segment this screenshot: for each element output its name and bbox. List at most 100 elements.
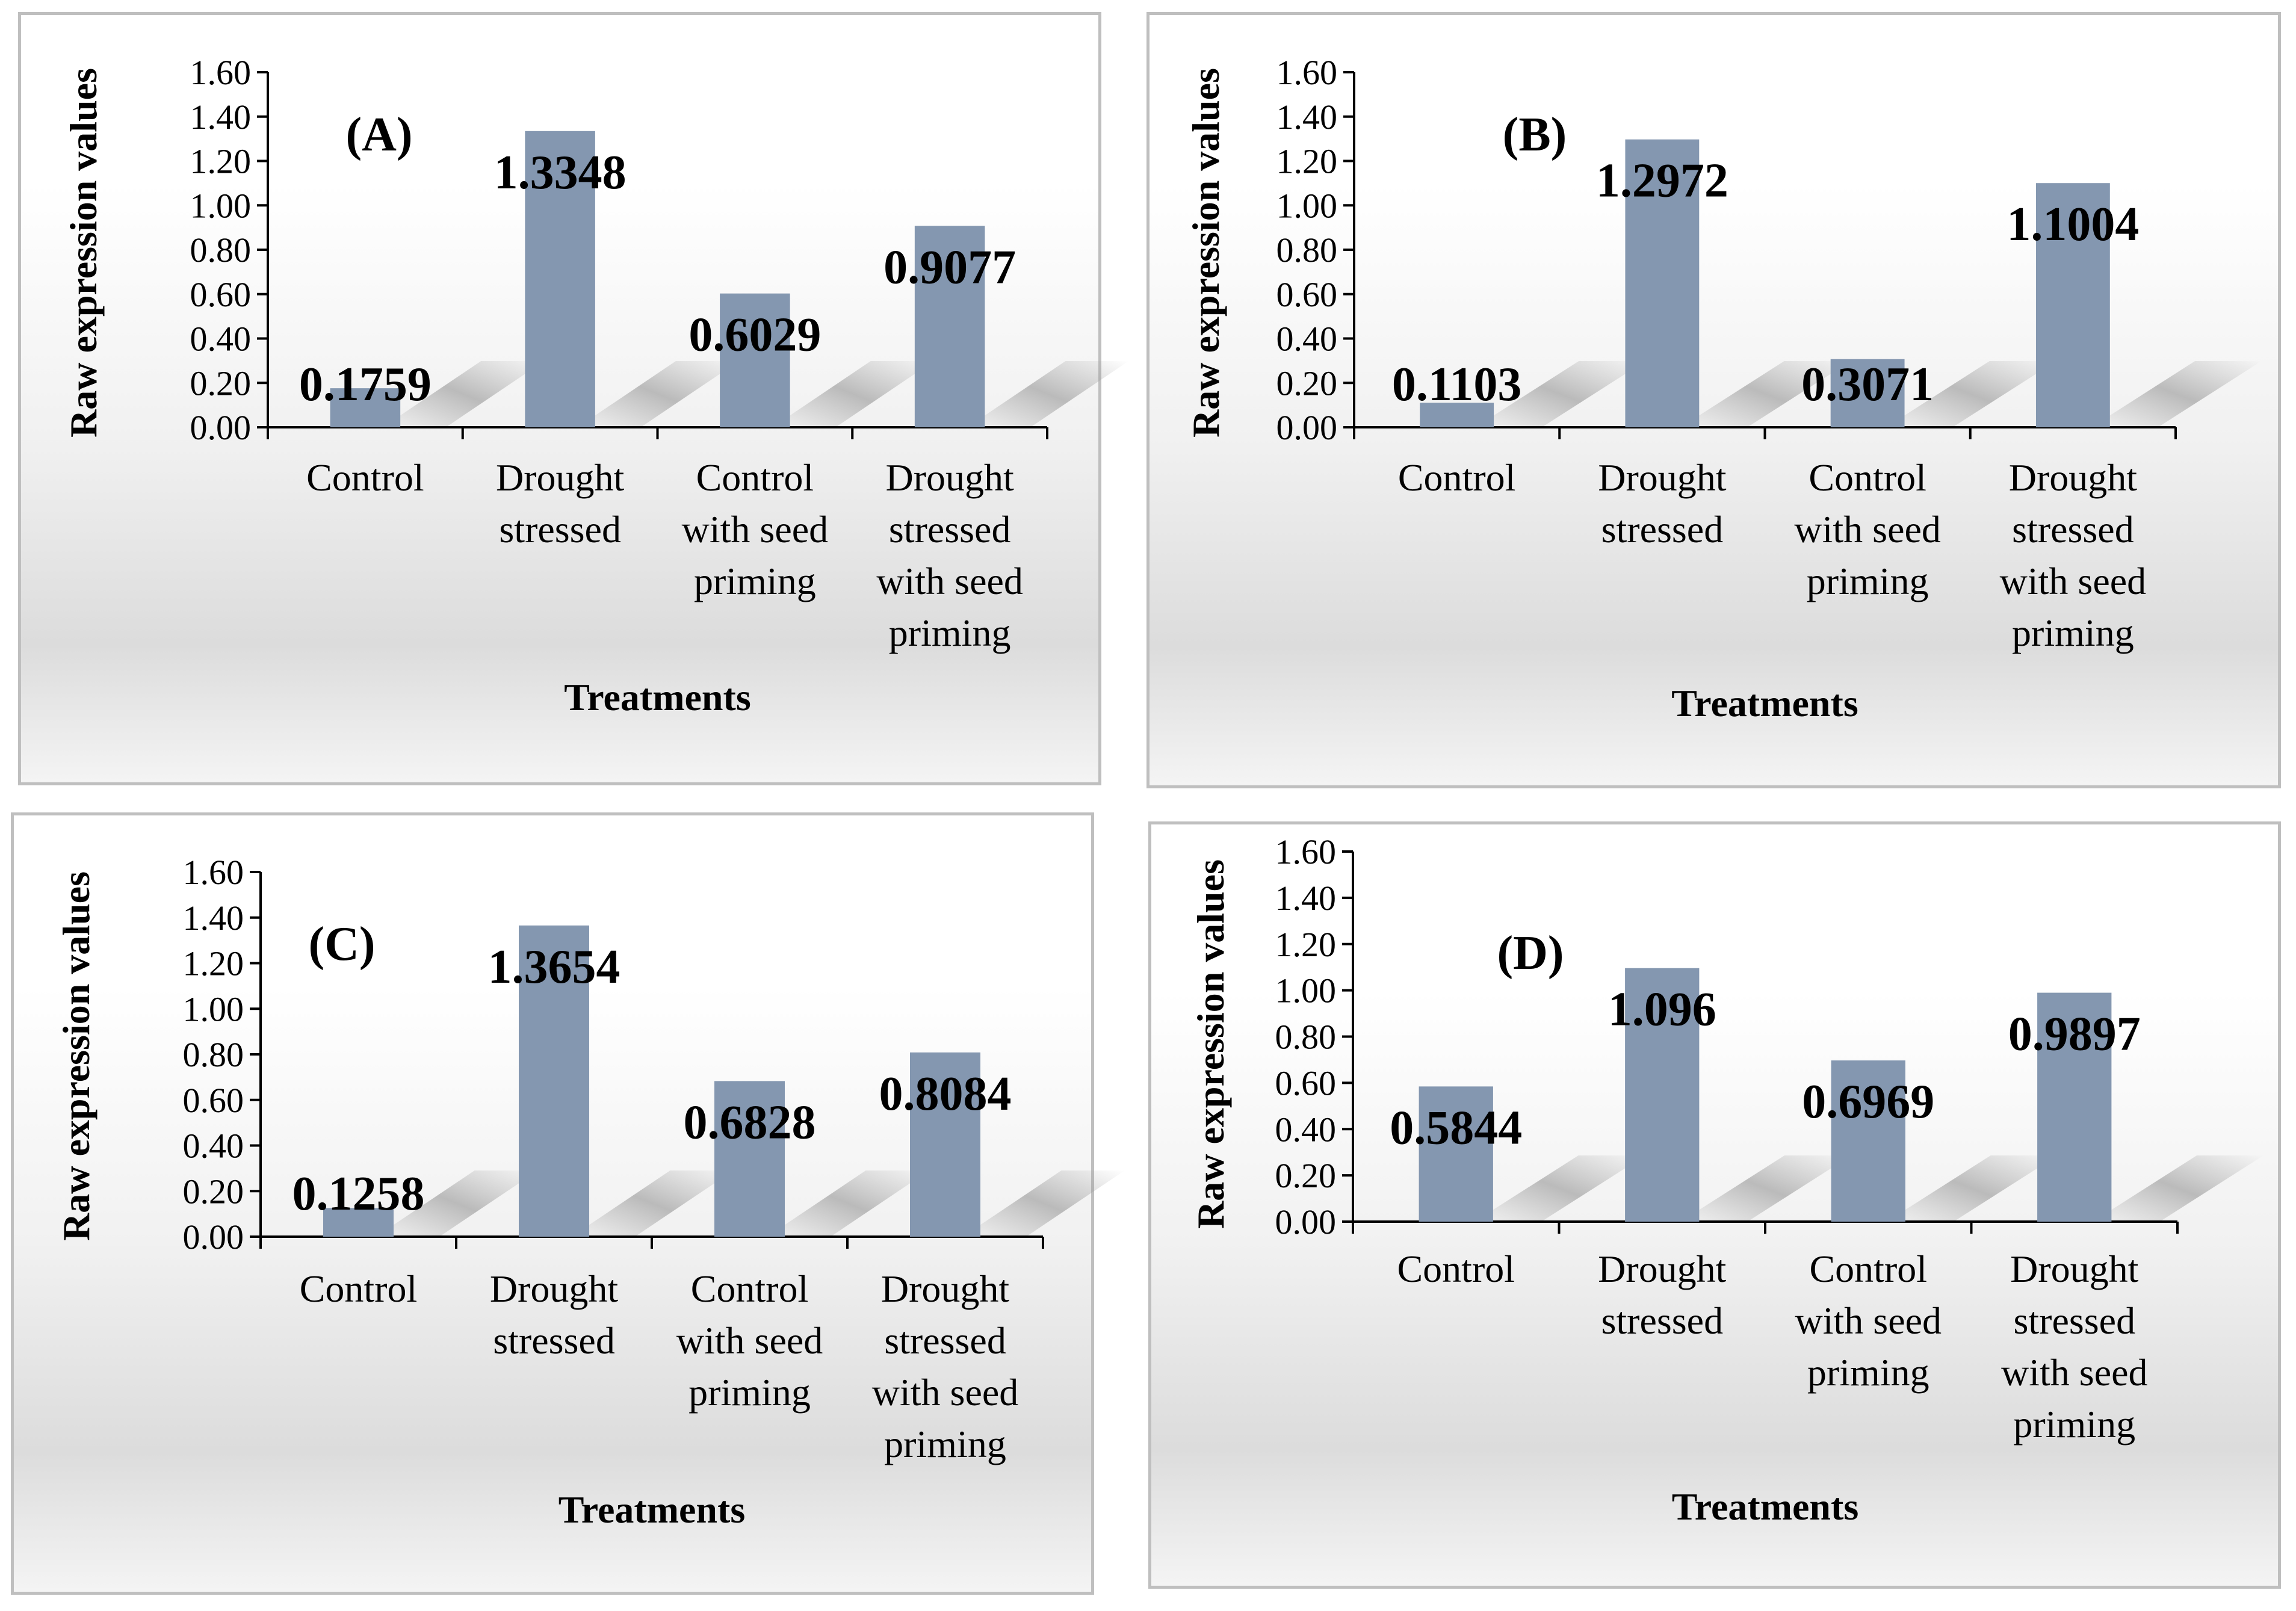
y-tick-label: 0.80: [1275, 1018, 1337, 1057]
y-tick-label: 0.00: [190, 408, 252, 447]
bar: [1419, 1086, 1493, 1222]
x-tick-label: Drought stressed with seed priming: [872, 1267, 1019, 1465]
bar: [720, 293, 790, 427]
panel-label: (B): [1503, 108, 1567, 161]
bar-shadow: [1475, 361, 1645, 427]
bar: [914, 226, 985, 427]
bar-shadow: [571, 1170, 734, 1237]
bar-shadow: [1887, 1155, 2058, 1222]
x-axis-title: Treatments: [1671, 682, 1858, 725]
bar: [323, 1208, 394, 1237]
y-tick-label: 1.60: [183, 853, 244, 892]
bar: [1420, 403, 1494, 427]
y-tick-label: 1.20: [1276, 142, 1338, 181]
bar-chart-c: 0.00 0.20 0.40 0.60 0.80 1.00 1.20 1.40 1.60 0.12…: [55, 853, 1125, 1531]
bar-shadow: [967, 361, 1129, 427]
chart-panel-a: 0.00 0.20 0.40 0.60 0.80 1.00 1.20 1.40 1.60 0.17…: [18, 12, 1129, 785]
bar-shadow: [1474, 1155, 1645, 1222]
y-tick-label: 1.60: [1275, 832, 1337, 871]
y-tick-label: 0.00: [1276, 408, 1338, 447]
x-tick-label: Drought stressed: [1598, 1248, 1727, 1342]
data-label: 0.6969: [1802, 1075, 1934, 1128]
x-tick-label: Control with seed priming: [676, 1267, 823, 1414]
x-tick-label: Control with seed priming: [1794, 456, 1941, 602]
data-label: 0.1103: [1392, 358, 1522, 411]
bar-shadow: [1886, 361, 2056, 427]
bar: [714, 1081, 785, 1237]
bar: [519, 925, 589, 1237]
y-axis-title: Raw expression values: [1184, 68, 1227, 438]
y-tick-label: 1.40: [183, 898, 244, 938]
y-tick-label: 1.40: [190, 97, 252, 137]
bar: [2035, 183, 2110, 427]
panel-label: (D): [1497, 927, 1564, 980]
data-label: 1.3348: [494, 146, 627, 199]
bar: [910, 1052, 980, 1237]
y-tick-label: 1.60: [190, 53, 252, 92]
panel-label: (A): [345, 108, 412, 161]
y-tick-label: 1.20: [1275, 925, 1337, 964]
y-tick-label: 0.40: [183, 1127, 244, 1166]
x-tick-label: Control: [1398, 456, 1516, 499]
x-tick-label: Control: [300, 1267, 418, 1310]
y-tick-label: 0.60: [1275, 1063, 1337, 1102]
x-tick-label: Control: [306, 456, 424, 499]
bar-shadow: [577, 361, 739, 427]
bar-shadow: [1680, 1155, 1852, 1222]
x-tick-label: Drought stressed: [496, 456, 625, 551]
bar-shadow: [376, 1170, 538, 1237]
y-tick-label: 0.60: [1276, 275, 1338, 314]
data-label: 1.2972: [1596, 155, 1728, 208]
y-tick-label: 1.20: [183, 944, 244, 983]
bar: [330, 388, 401, 427]
bar: [525, 131, 595, 428]
y-tick-label: 0.80: [1276, 230, 1338, 270]
y-tick-label: 0.20: [183, 1172, 244, 1211]
y-tick-label: 0.80: [183, 1035, 244, 1074]
y-tick-label: 0.20: [1276, 363, 1338, 403]
y-tick-label: 1.60: [1276, 53, 1338, 92]
data-label: 1.096: [1608, 983, 1716, 1036]
chart-panel-b: 0.00 0.20 0.40 0.60 0.80 1.00 1.20 1.40 1.60 0.11…: [1146, 12, 2281, 788]
y-axis-title: Raw expression values: [62, 68, 105, 438]
y-tick-label: 0.00: [183, 1217, 244, 1257]
data-label: 1.1004: [2007, 198, 2139, 251]
y-tick-label: 0.40: [1275, 1110, 1337, 1149]
x-tick-label: Drought stressed: [1598, 456, 1727, 551]
data-label: 0.9897: [2008, 1008, 2141, 1061]
data-label: 1.3654: [488, 941, 620, 994]
bar-shadow: [383, 361, 545, 427]
chart-panel-d: 0.00 0.20 0.40 0.60 0.80 1.00 1.20 1.40 1.60 0.58…: [1148, 821, 2281, 1589]
y-tick-label: 1.00: [1275, 971, 1337, 1010]
x-tick-label: Drought stressed with seed priming: [2001, 1248, 2148, 1446]
bar: [1625, 139, 1700, 427]
bar-shadow: [2091, 361, 2262, 427]
data-label: 0.1258: [292, 1167, 425, 1220]
y-tick-label: 0.20: [1275, 1156, 1337, 1195]
panel-label: (C): [308, 918, 375, 971]
bar: [1831, 1060, 1905, 1222]
x-tick-label: Control: [1397, 1248, 1515, 1290]
y-tick-label: 1.40: [1275, 879, 1337, 918]
x-tick-label: Control with seed priming: [1795, 1248, 1942, 1394]
y-tick-label: 0.00: [1275, 1202, 1337, 1241]
y-axis-title: Raw expression values: [55, 871, 97, 1241]
bar: [2037, 992, 2112, 1222]
bar-shadow: [772, 361, 934, 427]
bar-chart-b: 0.00 0.20 0.40 0.60 0.80 1.00 1.20 1.40 1.60 0.11…: [1184, 53, 2262, 725]
data-label: 0.5844: [1390, 1101, 1522, 1154]
x-axis-title: Treatments: [1672, 1485, 1858, 1528]
data-label: 0.6029: [688, 309, 821, 362]
y-axis-title: Raw expression values: [1189, 859, 1232, 1229]
data-label: 0.6828: [684, 1096, 816, 1149]
y-tick-label: 1.00: [183, 989, 244, 1028]
chart-panel-c: 0.00 0.20 0.40 0.60 0.80 1.00 1.20 1.40 1.60 0.12…: [11, 812, 1125, 1595]
y-tick-label: 0.60: [190, 275, 252, 314]
x-tick-label: Drought stressed with seed priming: [876, 456, 1023, 654]
data-label: 0.8084: [879, 1068, 1012, 1121]
bar-shadow: [1680, 361, 1851, 427]
x-tick-label: Control with seed priming: [682, 456, 829, 602]
y-tick-label: 0.20: [190, 363, 252, 403]
bar-chart-a: 0.00 0.20 0.40 0.60 0.80 1.00 1.20 1.40 1.60 0.17…: [62, 53, 1129, 719]
y-tick-label: 1.40: [1276, 97, 1338, 137]
